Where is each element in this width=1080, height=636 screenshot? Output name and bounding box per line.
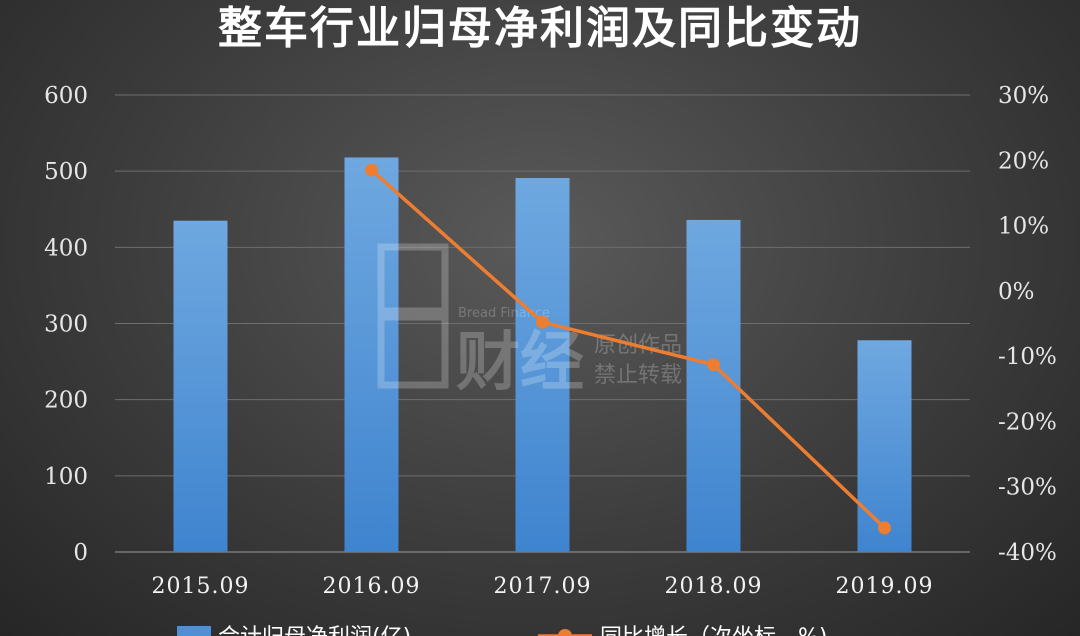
- legend-line-marker: [558, 629, 572, 636]
- growth-point-2018.09: [707, 358, 720, 372]
- category-label: 2016.09: [323, 574, 421, 599]
- growth-line: [370, 168, 886, 530]
- category-label: 2015.09: [152, 574, 250, 599]
- line-series: [365, 163, 891, 535]
- left-tick-label: 600: [44, 83, 88, 109]
- growth-point-2019.09: [878, 521, 891, 535]
- legend-bar-label: 合计归母净利润(亿): [218, 625, 411, 636]
- category-labels: 2015.09 2016.09 2017.09 2018.09 2019.09: [152, 574, 934, 599]
- category-label: 2018.09: [665, 574, 763, 599]
- left-tick-label: 300: [44, 312, 88, 338]
- category-label: 2017.09: [494, 574, 592, 599]
- bar-2018.09: [686, 219, 741, 552]
- left-tick-label: 0: [73, 540, 88, 566]
- chart-title: 整车行业归母净利润及同比变动: [218, 3, 862, 54]
- category-label: 2019.09: [836, 574, 934, 599]
- right-tick-label: 0%: [998, 279, 1035, 305]
- left-tick-label: 500: [44, 159, 88, 185]
- growth-point-2017.09: [536, 315, 549, 329]
- left-tick-label: 100: [44, 464, 88, 490]
- right-tick-label: 30%: [998, 83, 1049, 109]
- left-tick-label: 200: [44, 388, 88, 414]
- bar-2015.09: [173, 220, 228, 553]
- legend-line-label: 同比增长（次坐标，%): [600, 625, 828, 636]
- legend: 合计归母净利润(亿) 同比增长（次坐标，%): [177, 625, 828, 636]
- right-tick-label: -20%: [998, 409, 1057, 435]
- watermark-logo: Bread Finance 财经 原创作品 禁止转载: [377, 243, 682, 400]
- right-tick-label: 20%: [998, 148, 1049, 174]
- bar-2019.09: [857, 340, 912, 552]
- right-tick-label: -40%: [998, 540, 1057, 566]
- bar-2016.09: [344, 157, 399, 552]
- right-tick-label: 10%: [998, 214, 1049, 240]
- left-axis-ticks: 0 100 200 300 400 500 600: [44, 83, 88, 566]
- left-tick-label: 400: [44, 235, 88, 261]
- growth-point-2016.09: [365, 163, 378, 177]
- bar-series: [173, 157, 912, 553]
- watermark-brand-cn: 财经: [456, 326, 584, 400]
- right-tick-label: -10%: [998, 344, 1057, 370]
- legend-bar-swatch: [177, 626, 211, 636]
- right-tick-label: -30%: [998, 475, 1057, 501]
- bar-2017.09: [515, 178, 570, 552]
- right-axis-ticks: -40% -30% -20% -10% 0% 10% 20% 30%: [998, 83, 1057, 566]
- watermark-line2: 禁止转载: [594, 363, 682, 388]
